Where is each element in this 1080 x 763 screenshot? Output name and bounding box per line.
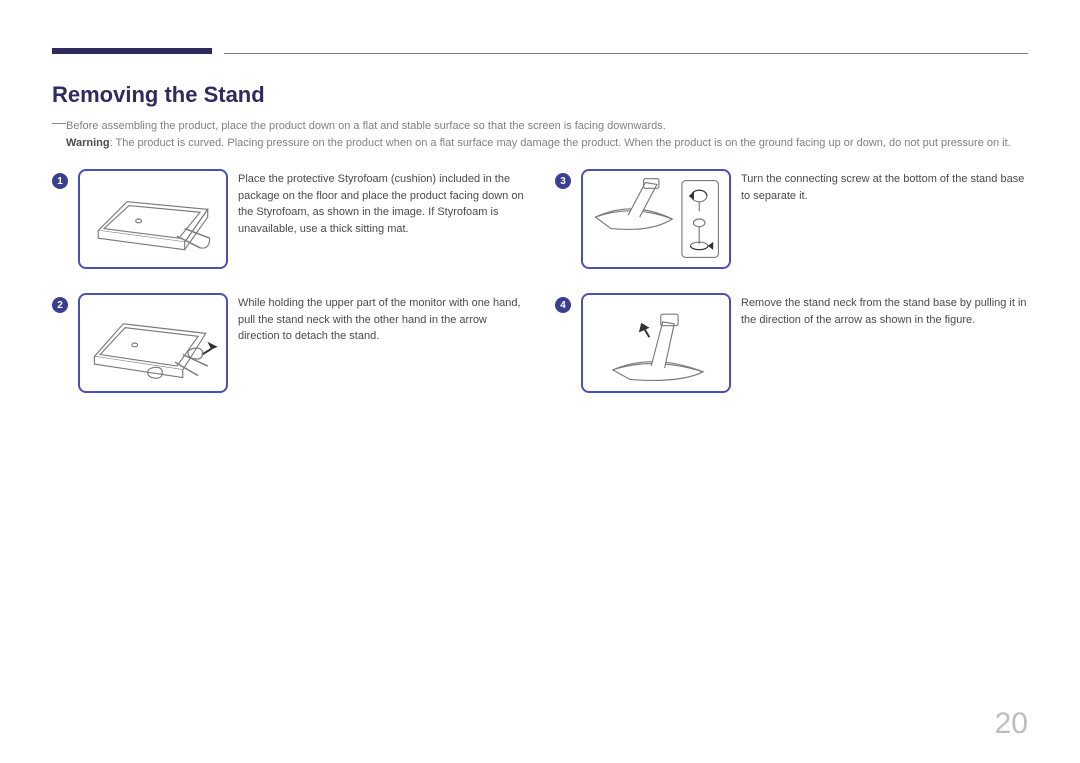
intro-warning: Warning: The product is curved. Placing … <box>52 135 1028 152</box>
step-4: 4 Remove the stand neck from the sta <box>555 293 1028 393</box>
dash-icon <box>52 123 66 124</box>
header-line <box>224 53 1028 54</box>
step-text: Place the protective Styrofoam (cushion)… <box>238 169 525 237</box>
step-badge: 4 <box>555 297 571 313</box>
page-number: 20 <box>995 707 1028 741</box>
step-3: 3 <box>555 169 1028 269</box>
step-figure <box>581 169 731 269</box>
header-rule <box>52 48 1028 54</box>
manual-page: Removing the Stand Before assembling the… <box>0 0 1080 763</box>
step-text: Remove the stand neck from the stand bas… <box>741 293 1028 328</box>
monitor-foam-icon <box>80 171 226 267</box>
section-title: Removing the Stand <box>52 82 1028 108</box>
stand-remove-icon <box>583 295 729 391</box>
right-column: 3 <box>555 169 1028 393</box>
intro-note-1: Before assembling the product, place the… <box>52 118 1028 135</box>
intro-note-1-text: Before assembling the product, place the… <box>66 120 666 132</box>
step-badge: 2 <box>52 297 68 313</box>
step-figure <box>78 169 228 269</box>
steps-columns: 1 Place the protectiv <box>52 169 1028 393</box>
step-1: 1 Place the protectiv <box>52 169 525 269</box>
stand-screw-icon <box>583 171 729 267</box>
step-2: 2 <box>52 293 525 393</box>
step-text: Turn the connecting screw at the bottom … <box>741 169 1028 204</box>
step-figure <box>581 293 731 393</box>
intro-block: Before assembling the product, place the… <box>52 118 1028 151</box>
step-text: While holding the upper part of the moni… <box>238 293 525 345</box>
step-badge: 3 <box>555 173 571 189</box>
chapter-tab <box>52 48 212 54</box>
warning-text: : The product is curved. Placing pressur… <box>110 137 1011 149</box>
step-figure <box>78 293 228 393</box>
warning-label: Warning <box>66 137 110 149</box>
monitor-pull-icon <box>80 295 226 391</box>
step-badge: 1 <box>52 173 68 189</box>
left-column: 1 Place the protectiv <box>52 169 525 393</box>
